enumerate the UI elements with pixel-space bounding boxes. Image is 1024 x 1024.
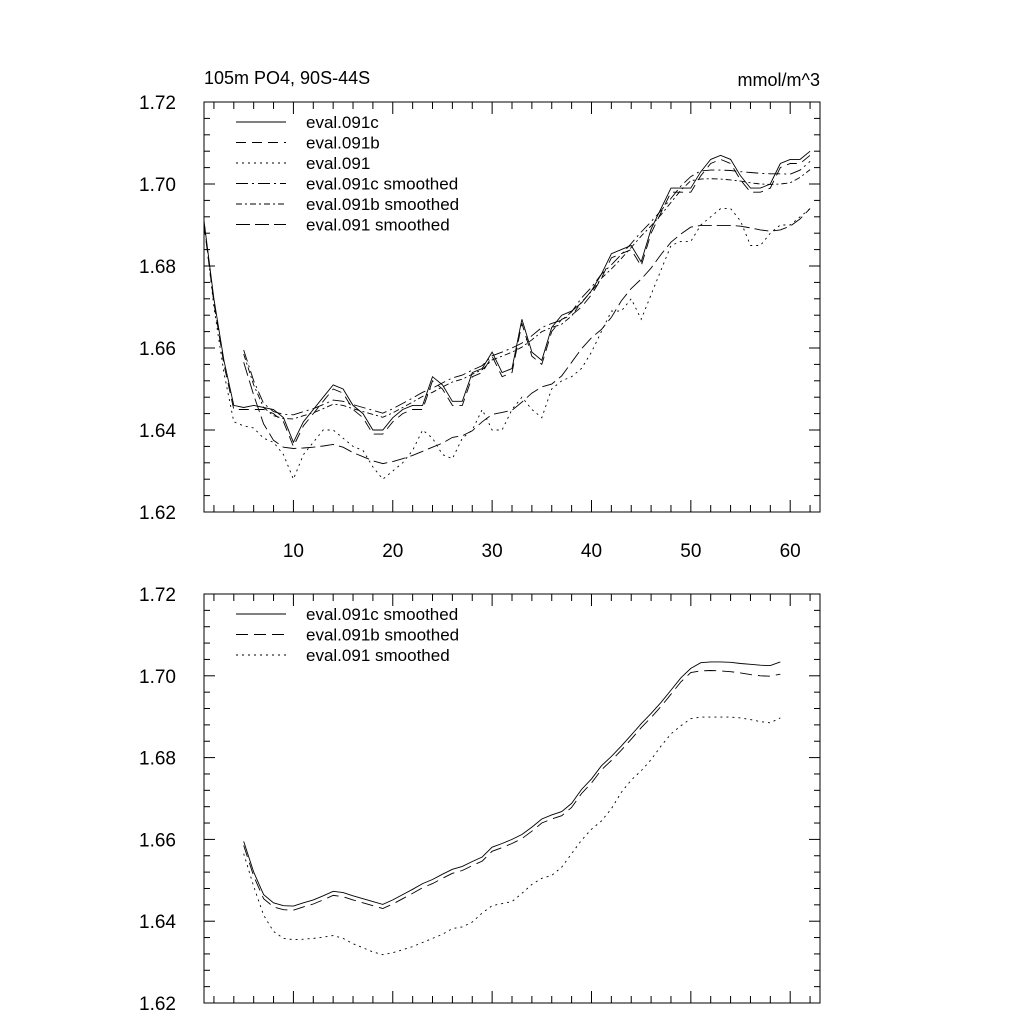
series-line	[203, 154, 811, 448]
legend-label: eval.091	[306, 154, 370, 173]
y-tick-label: 1.72	[139, 585, 176, 606]
x-tick-label: 60	[780, 541, 801, 562]
top-panel-units: mmol/m^3	[738, 70, 820, 90]
x-tick-label: 50	[680, 541, 701, 562]
y-tick-label: 1.62	[139, 994, 176, 1015]
plot-frame	[203, 101, 821, 513]
legend-label: eval.091c smoothed	[306, 175, 458, 194]
series-line	[243, 670, 781, 911]
series-line	[243, 169, 811, 420]
x-tick-label: 10	[283, 541, 304, 562]
y-tick-label: 1.64	[139, 421, 176, 442]
y-tick-label: 1.66	[139, 830, 176, 851]
legend-label: eval.091b	[306, 134, 380, 153]
y-tick-label: 1.68	[139, 257, 176, 278]
legend-label: eval.091 smoothed	[306, 646, 450, 665]
series-line	[203, 150, 811, 444]
legend-label: eval.091b smoothed	[306, 626, 459, 645]
y-tick-label: 1.66	[139, 339, 176, 360]
plot-frame	[203, 593, 821, 1004]
y-tick-label: 1.62	[139, 503, 176, 524]
y-tick-label: 1.70	[139, 667, 176, 688]
top-panel: 105m PO4, 90S-44S mmol/m^3 1.62 1.64 1.66 1…	[139, 68, 821, 562]
y-tick-label: 1.64	[139, 912, 176, 933]
legend-label: eval.091b smoothed	[306, 195, 459, 214]
x-tick-label: 40	[581, 541, 602, 562]
series-line	[243, 716, 781, 956]
y-tick-label: 1.70	[139, 175, 176, 196]
series-line	[243, 661, 781, 907]
y-tick-label: 1.72	[139, 93, 176, 114]
legend-label: eval.091 smoothed	[306, 216, 450, 235]
series-line	[243, 161, 811, 416]
y-tick-label: 1.68	[139, 749, 176, 770]
top-panel-title: 105m PO4, 90S-44S	[204, 68, 370, 88]
x-tick-label: 30	[482, 541, 503, 562]
x-tick-label: 20	[382, 541, 403, 562]
legend-label: eval.091c smoothed	[306, 605, 458, 624]
legend-label: eval.091c	[306, 113, 379, 132]
bottom-panel: 1.62 1.64 1.66 1.68 1.70 1.72 eval.091c smooth…	[139, 585, 821, 1015]
